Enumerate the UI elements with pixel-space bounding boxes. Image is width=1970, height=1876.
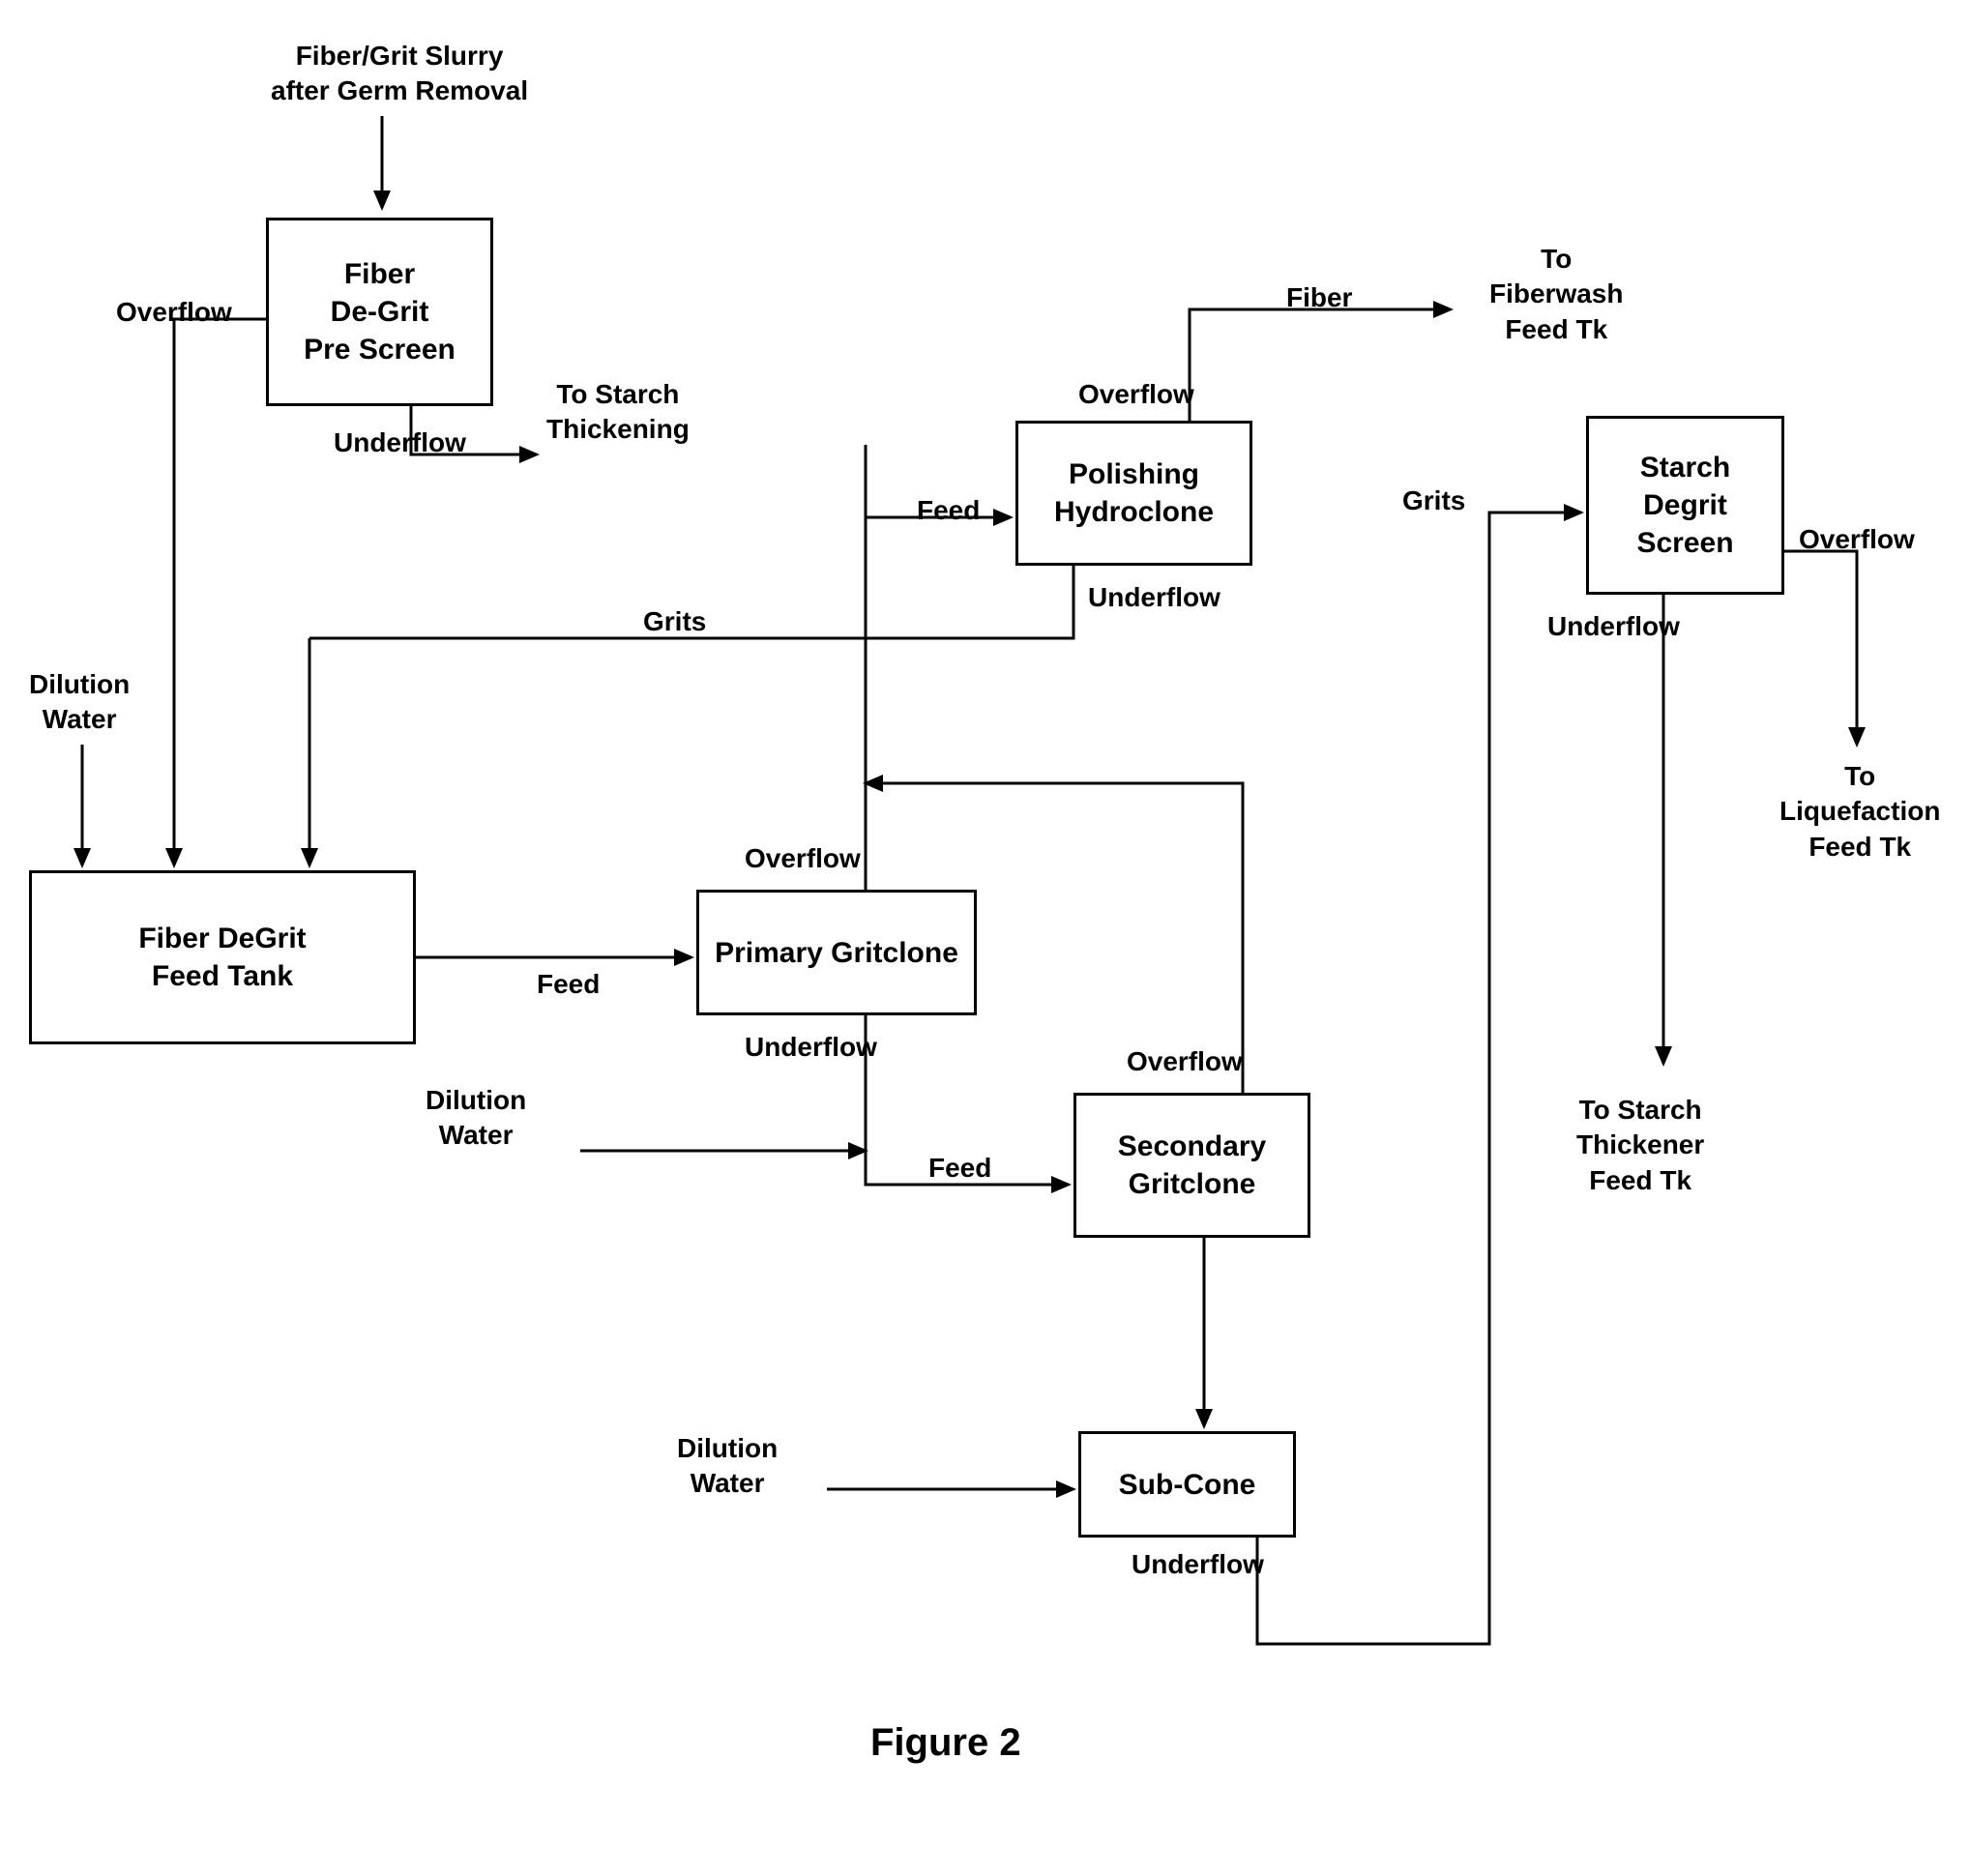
label-overflow-polish: Overflow xyxy=(1078,377,1194,412)
label-underflow-starch: Underflow xyxy=(1547,609,1680,644)
label-underflow-subcone: Underflow xyxy=(1132,1547,1264,1582)
label-grits-label: Grits xyxy=(643,604,706,639)
edge-polishing-overflow-up xyxy=(1190,309,1451,421)
label-dilution-water-1: Dilution Water xyxy=(29,667,130,738)
figure-title: Figure 2 xyxy=(870,1721,1021,1765)
label-grits-to-starch: Grits xyxy=(1402,484,1465,518)
box-starch-degrit-screen: StarchDegritScreen xyxy=(1586,416,1784,595)
edge-subcone-underflow-out xyxy=(1257,513,1581,1644)
label-feed-polishing: Feed xyxy=(917,493,980,528)
box-fiber-degrit-feed-tank: Fiber DeGritFeed Tank xyxy=(29,870,416,1044)
label-underflow-polish: Underflow xyxy=(1088,580,1220,615)
box-fiber-degrit-prescreen: FiberDe-GritPre Screen xyxy=(266,218,493,406)
box-polishing-hydroclone: PolishingHydroclone xyxy=(1015,421,1252,566)
label-to-starch-thickening: To Starch Thickening xyxy=(546,377,690,448)
label-underflow-prescreen: Underflow xyxy=(334,425,466,460)
label-overflow-secondary: Overflow xyxy=(1127,1044,1243,1079)
box-primary-gritclone: Primary Gritclone xyxy=(696,890,977,1015)
edge-starch-overflow-right xyxy=(1784,551,1857,745)
label-feed-secondary: Feed xyxy=(928,1151,991,1186)
label-dilution-water-2: Dilution Water xyxy=(426,1083,526,1154)
label-overflow-starch: Overflow xyxy=(1799,522,1915,557)
label-feed-primary-in: Feed xyxy=(537,967,600,1002)
label-input-slurry: Fiber/Grit Slurry after Germ Removal xyxy=(271,39,528,109)
label-to-liquefaction: To Liquefaction Feed Tk xyxy=(1779,759,1940,865)
box-sub-cone: Sub-Cone xyxy=(1078,1431,1296,1538)
label-overflow-primary: Overflow xyxy=(745,841,861,876)
edge-prescreen-overflow-down xyxy=(174,319,266,865)
label-underflow-primary: Underflow xyxy=(745,1030,877,1065)
box-secondary-gritclone: SecondaryGritclone xyxy=(1073,1093,1310,1238)
label-to-starch-thickener: To Starch Thickener Feed Tk xyxy=(1576,1093,1704,1198)
label-overflow-prescreen: Overflow xyxy=(116,295,232,330)
label-to-fiberwash: To Fiberwash Feed Tk xyxy=(1489,242,1623,347)
label-dilution-water-3: Dilution Water xyxy=(677,1431,778,1502)
label-fiber-label: Fiber xyxy=(1286,280,1352,315)
